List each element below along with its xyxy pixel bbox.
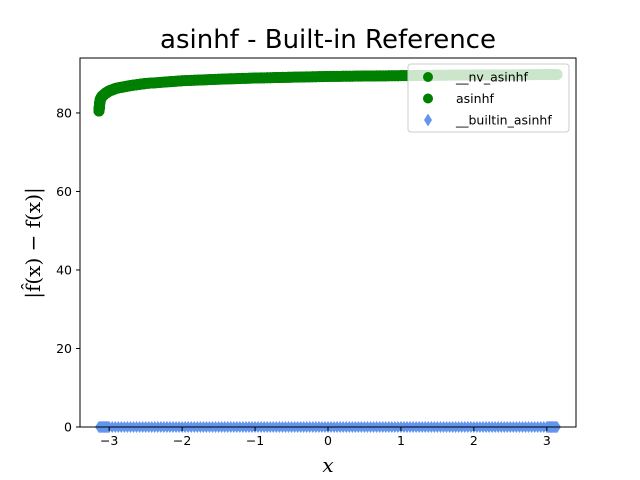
x-tick-label: 1 — [397, 433, 405, 448]
x-tick-label: −2 — [173, 433, 191, 448]
y-tick-label: 0 — [64, 420, 72, 435]
legend-marker — [423, 93, 433, 104]
x-tick-label: −3 — [100, 433, 118, 448]
x-tick-label: 0 — [324, 433, 332, 448]
x-tick-label: 2 — [470, 433, 478, 448]
legend-marker — [423, 72, 433, 82]
series-layer — [93, 68, 563, 433]
x-tick-label: 3 — [543, 433, 551, 448]
legend-label: __builtin_asinhf — [455, 113, 552, 128]
chart-title: asinhf - Built-in Reference — [160, 25, 496, 55]
y-tick-label: 40 — [56, 262, 72, 277]
series-builtinasinhf — [94, 421, 562, 433]
legend-marker — [424, 113, 432, 127]
y-tick-label: 60 — [56, 184, 72, 199]
x-axis-ticks: −3 −2 −1 0 1 2 3 — [100, 427, 551, 448]
legend-label: asinhf — [456, 91, 494, 106]
y-tick-label: 80 — [56, 105, 72, 120]
y-axis-label: |f̂(x) − f(x)| — [21, 187, 46, 299]
x-tick-label: −1 — [246, 433, 264, 448]
legend-box — [407, 63, 570, 133]
legend-label: __nv_asinhf — [455, 70, 529, 85]
x-axis-label: x — [322, 453, 333, 477]
y-tick-label: 20 — [56, 341, 72, 356]
y-axis-ticks: 0 20 40 60 80 — [56, 105, 80, 435]
